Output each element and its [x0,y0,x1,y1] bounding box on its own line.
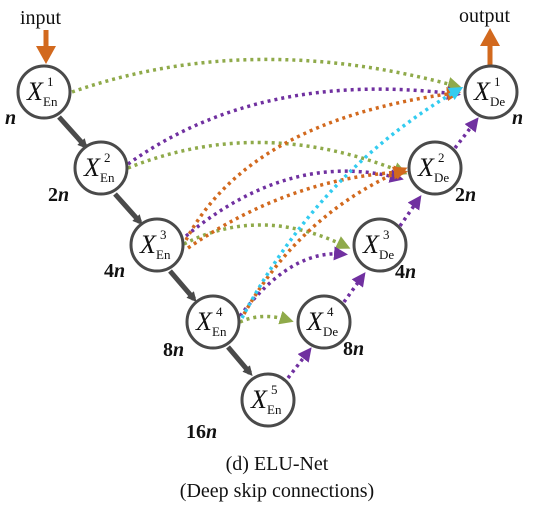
skip-purple-en4-de3 [238,246,348,318]
node-circle [296,294,352,350]
skip-green-2 [127,140,408,176]
encoder-arrow-4-5 [226,345,253,377]
node-width-label: 8n [343,338,364,360]
node-superscript: 1 [47,74,54,89]
node-width-label: 4n [395,261,416,283]
node-subscript: De [434,170,449,185]
skip-cyan-en4-de1 [240,86,464,319]
node-circle [16,64,72,120]
node-circle [185,294,241,350]
skip-purple-en2-de1 [126,86,461,166]
node-subscript: De [379,247,394,262]
skip-green-4 [239,310,294,325]
width-variable: n [58,184,69,206]
node-superscript: 2 [104,150,111,165]
node-symbol: X [306,307,324,336]
encoder-arrow-2-3 [113,192,143,225]
node-circle [352,217,408,273]
node-en4: X 4 En 8n [163,294,241,361]
width-multiplier: 8 [163,339,173,361]
encoder-arrow-1-2 [57,115,88,149]
node-subscript: En [212,324,227,339]
caption-line1: (d) ELU-Net [226,453,329,475]
node-subscript: De [490,94,505,109]
node-circle [129,217,185,273]
node-superscript: 4 [216,304,223,319]
node-de1: X 1 Den [463,64,523,129]
node-symbol: X [250,385,268,414]
node-subscript: En [43,94,58,109]
node-superscript: 5 [271,382,278,397]
node-width-label: 2n [48,184,69,206]
width-multiplier: 4 [104,260,114,282]
node-width-label: 16n [186,421,217,443]
decoder-arrow-5-4 [286,347,312,380]
node-symbol: X [417,153,435,182]
node-en3: X 3 En 4n [104,217,185,282]
node-subscript: En [156,247,171,262]
output-arrowhead [480,28,500,46]
node-width-label: 2n [455,184,476,206]
node-symbol: X [473,77,491,106]
input-arrowhead [36,46,56,64]
width-variable: n [206,421,217,443]
node-circle [240,372,296,428]
node-width-label: n [512,107,523,129]
node-superscript: 3 [160,227,167,242]
width-variable: n [5,107,16,129]
decoder-arrow-3-2 [398,195,422,227]
node-circle [73,140,129,196]
node-width-label: 8n [163,339,184,361]
node-circle [463,64,519,120]
width-multiplier: 2 [48,184,58,206]
output-label: output [459,5,511,27]
node-symbol: X [362,230,380,259]
width-variable: n [173,339,184,361]
node-width-label: n [5,107,16,129]
caption-line2: (Deep skip connections) [180,480,374,502]
skip-orange-en4-de2 [242,166,408,315]
skip-green-1 [71,57,462,94]
node-de4: X 4 De 8n [296,294,364,360]
node-width-label: 4n [104,260,125,282]
skip-purple-en3-de2 [184,169,404,238]
width-variable: n [465,184,476,206]
node-en1: X 1 En n [5,64,72,129]
width-multiplier: 4 [395,261,405,283]
skip-orange-en3-de1 [184,87,461,241]
input-label: input [20,7,62,29]
width-multiplier: 16 [186,421,206,443]
node-symbol: X [195,307,213,336]
width-variable: n [114,260,125,282]
node-superscript: 4 [327,304,334,319]
node-superscript: 3 [383,227,390,242]
node-subscript: En [100,170,115,185]
node-symbol: X [139,230,157,259]
node-en5: X 5 En 16n [186,372,296,443]
decoder-arrow-2-1 [453,117,479,150]
node-symbol: X [26,77,44,106]
node-superscript: 1 [494,74,501,89]
width-variable: n [512,107,523,129]
encoder-arrow-3-4 [168,269,197,303]
width-variable: n [405,261,416,283]
node-subscript: De [323,324,338,339]
node-superscript: 2 [438,150,445,165]
skip-orange-en3-de2 [187,165,408,250]
width-variable: n [353,338,364,360]
decoder-arrow-4-3 [342,272,366,304]
node-symbol: X [83,153,101,182]
width-multiplier: 8 [343,338,353,360]
node-subscript: En [267,402,282,417]
node-circle [407,140,463,196]
width-multiplier: 2 [455,184,465,206]
